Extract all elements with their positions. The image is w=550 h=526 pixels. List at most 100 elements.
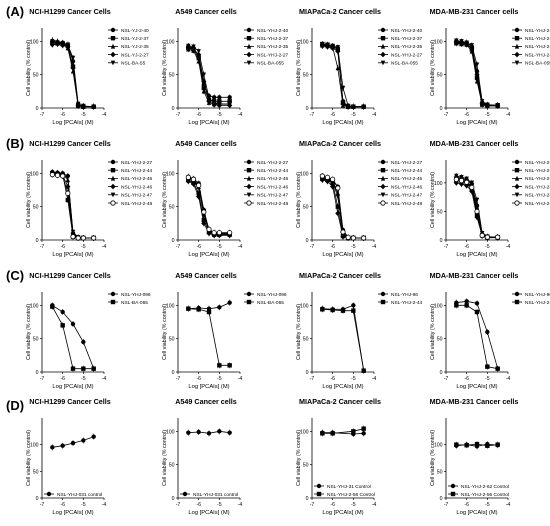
legend-marker [246,51,252,58]
x-tick-label: -5 [217,376,222,382]
legend-marker [380,36,386,41]
data-point [469,43,475,48]
x-tick-label: -7 [310,112,315,118]
data-point [70,440,76,446]
legend-label: NSL-YHJ-2-27 [257,160,289,166]
data-point [217,305,222,310]
data-point [186,306,191,311]
data-point [340,229,346,235]
legend-label: NSL-YHJ-2-46 [257,184,289,190]
x-tick-label: -6 [60,244,65,250]
data-point [206,306,212,311]
data-point [495,234,501,240]
x-tick-label: -4 [102,376,107,382]
y-tick-label: 100 [30,171,39,177]
data-point [361,431,366,436]
data-point [351,308,356,313]
data-point [206,226,212,232]
data-point [70,366,76,371]
data-point [227,230,233,236]
legend-label: NSL-YHJ-096 [257,292,287,298]
x-tick-label: -4 [372,376,377,382]
y-axis-label: Cell viability (% control) [162,172,168,228]
data-point [81,366,86,371]
y-tick-label: 50 [169,73,175,79]
legend-marker [246,291,252,297]
y-tick-label: 100 [434,39,443,45]
data-point [211,95,217,100]
x-tick-label: -5 [351,502,356,508]
panel-title: MIAPaCa-2 Cancer cells [299,271,381,280]
panel-title: MIAPaCa-2 Cancer cells [299,397,381,406]
data-point [227,95,232,100]
legend-label: NSL-YHJ-2-44 [257,168,289,174]
legend-marker [514,291,520,297]
y-tick-label: 100 [166,39,175,45]
legend-marker [110,192,116,198]
legend-label: NSL-YHJ-2-27 [121,160,153,166]
data-point [474,301,480,306]
data-point [60,309,65,315]
data-point [216,230,222,236]
x-tick-label: -6 [330,376,335,382]
legend-label: NSL-YHJ-2-48 [257,201,289,207]
legend-label: NSL-YHJ-2-45 [257,176,289,182]
legend-label: NSL-YHJ-031 control [57,492,102,498]
data-point [201,85,207,91]
data-point [50,304,55,309]
y-axis-label: Cell viability (% control) [430,304,436,360]
legend-marker [380,175,386,181]
data-point [91,434,96,439]
legend-marker [514,168,520,173]
x-axis-label: Log [PCAIs] (M) [52,120,93,126]
legend-label: NSL-BA-055 [257,61,284,67]
data-point [361,104,366,110]
x-tick-label: -6 [464,244,469,250]
legend-marker [514,183,520,190]
y-tick-label: 100 [434,181,443,187]
legend-label: NSL-YHJ-31 Control [327,484,371,490]
data-point [361,368,366,373]
legend-marker [450,483,456,489]
data-point [196,191,201,196]
legend-marker [380,200,386,206]
legend-marker [246,192,252,198]
panel-title: A549 Cancer cells [175,139,237,148]
data-point [70,65,76,71]
data-point [464,303,469,308]
x-axis-label: Log [PCAIs] (M) [322,384,363,390]
y-tick-label: 50 [33,205,39,211]
chart-panel: MDA-MB-231 Cancer cells 0 50 100 -7 -6 -5 -4 Log… [430,139,550,258]
data-point [217,95,222,100]
data-point [217,363,222,368]
legend-marker [110,51,116,58]
data-point [55,40,60,46]
data-point [330,307,335,313]
data-point [320,431,325,436]
legend-marker [380,159,386,165]
legend-marker [380,168,386,173]
row-label: (B) [6,136,24,151]
x-tick-label: -5 [485,244,490,250]
x-tick-label: -4 [506,112,511,118]
series-line [322,175,364,239]
data-point [320,307,325,312]
data-point [459,39,464,44]
x-tick-label: -4 [238,376,243,382]
panel-title: NCI-H1299 Cancer Cells [29,397,111,406]
legend-label: NSL-BA-055 [391,61,418,67]
x-tick-label: -4 [506,502,511,508]
data-point [485,102,490,108]
legend-label: NSL-YHJ-2-35 [391,44,423,50]
data-point [196,55,201,61]
x-tick-label: -7 [40,502,45,508]
x-tick-label: -4 [238,244,243,250]
data-point [335,204,341,209]
data-point [340,308,346,313]
chart-panel: NCI-H1299 Cancer Cells 0 50 100 -7 -6 -5 -4 Log … [26,397,111,516]
data-point [227,300,232,305]
legend-marker [380,43,386,49]
x-tick-label: -5 [351,244,356,250]
x-tick-label: -4 [238,112,243,118]
data-point [485,329,490,335]
